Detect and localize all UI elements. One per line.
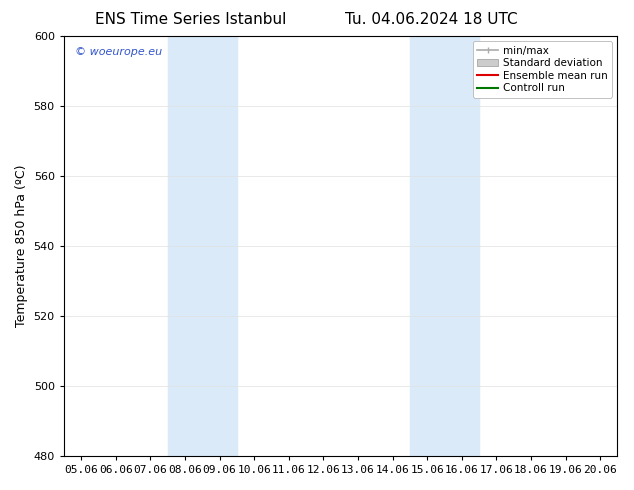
Text: ENS Time Series Istanbul: ENS Time Series Istanbul <box>94 12 286 27</box>
Bar <box>410 36 479 456</box>
Text: Tu. 04.06.2024 18 UTC: Tu. 04.06.2024 18 UTC <box>345 12 517 27</box>
Text: © woeurope.eu: © woeurope.eu <box>75 47 162 57</box>
Y-axis label: Temperature 850 hPa (ºC): Temperature 850 hPa (ºC) <box>15 165 28 327</box>
Bar <box>167 36 237 456</box>
Legend: min/max, Standard deviation, Ensemble mean run, Controll run: min/max, Standard deviation, Ensemble me… <box>473 41 612 98</box>
